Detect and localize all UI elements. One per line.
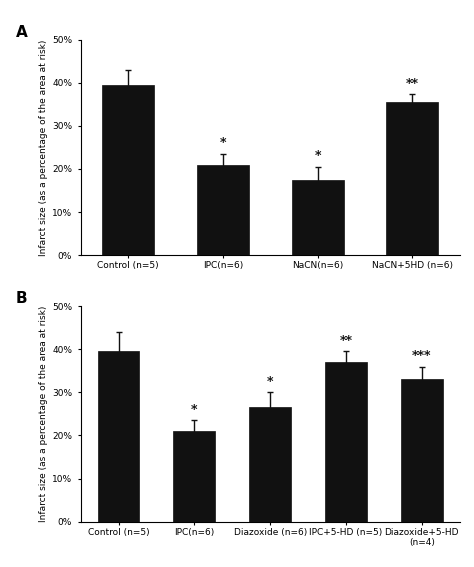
Bar: [98, 352, 139, 522]
Text: *: *: [314, 150, 321, 163]
Text: **: **: [339, 335, 353, 348]
Text: *: *: [219, 137, 226, 150]
Text: *: *: [267, 376, 273, 389]
Bar: [249, 408, 291, 522]
Text: ***: ***: [412, 350, 432, 363]
Bar: [173, 431, 215, 522]
Bar: [386, 102, 438, 255]
Y-axis label: Infarct size (as a percentage of the area at risk): Infarct size (as a percentage of the are…: [39, 39, 48, 256]
Bar: [401, 379, 443, 522]
Text: *: *: [191, 404, 198, 417]
Bar: [292, 180, 344, 255]
Y-axis label: Infarct size (as a percentage of the area at risk): Infarct size (as a percentage of the are…: [39, 306, 48, 522]
Bar: [102, 85, 154, 255]
Text: B: B: [16, 291, 28, 306]
Bar: [197, 164, 249, 255]
Text: **: **: [406, 78, 419, 91]
Bar: [325, 362, 367, 522]
Text: A: A: [16, 24, 28, 40]
